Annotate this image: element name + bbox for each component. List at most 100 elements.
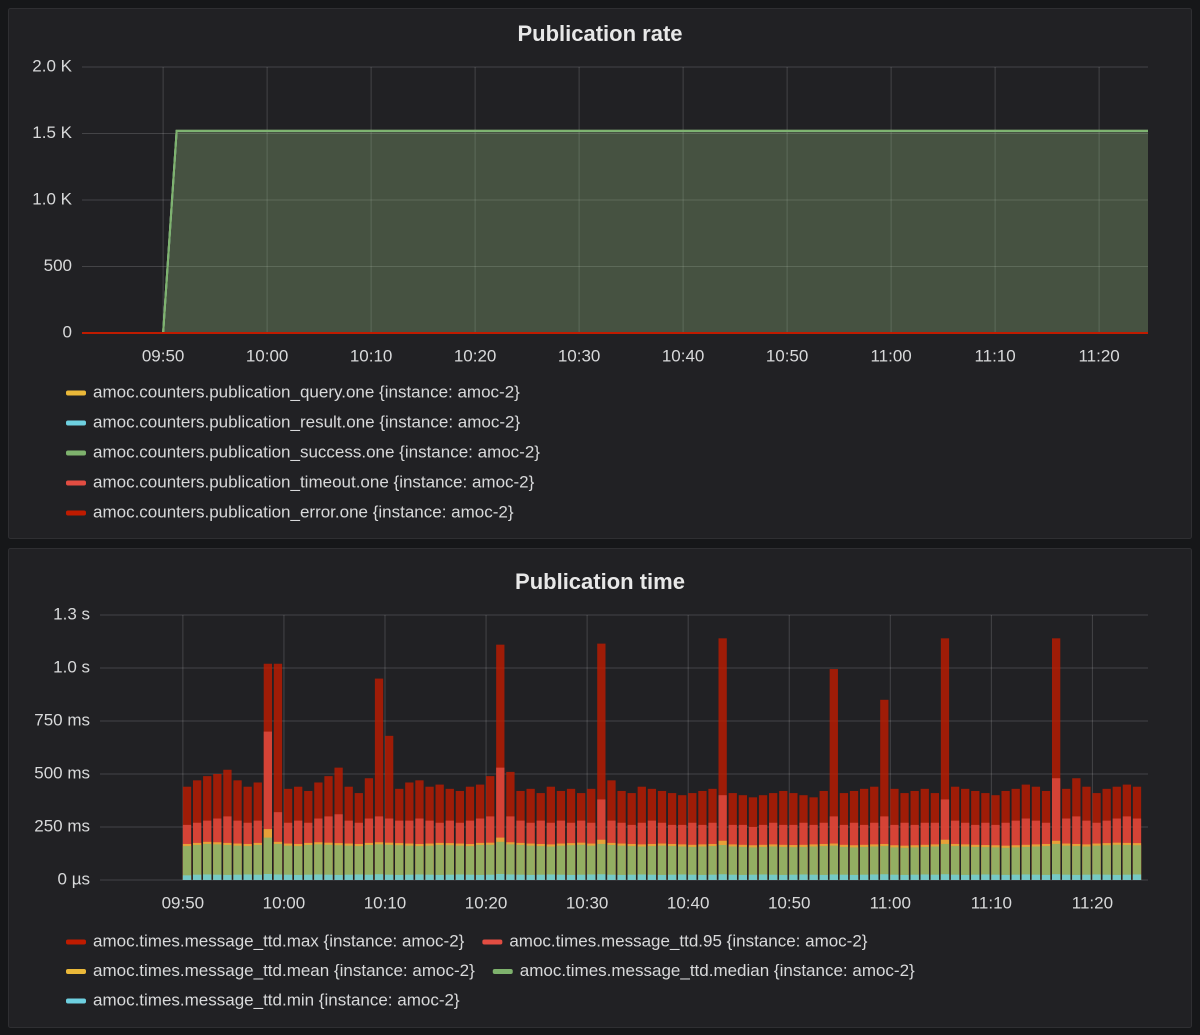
x-tick-label: 10:20	[454, 346, 497, 365]
legend-swatch	[66, 480, 86, 486]
bar	[374, 844, 384, 880]
bar	[667, 846, 677, 880]
legend-label: amoc.times.message_ttd.mean {instance: a…	[93, 961, 475, 980]
bar	[637, 846, 646, 880]
bar	[395, 874, 404, 880]
y-tick-label: 1.3 s	[53, 604, 90, 623]
bar	[900, 874, 909, 880]
bar	[253, 874, 262, 880]
bar	[708, 874, 717, 880]
legend-swatch	[66, 420, 86, 426]
bar	[344, 874, 353, 880]
bar	[627, 874, 636, 880]
bar	[667, 874, 677, 880]
bar	[587, 845, 596, 880]
bar	[708, 846, 717, 880]
bar	[961, 846, 970, 880]
bar	[465, 874, 475, 880]
bar	[738, 874, 747, 880]
bar	[324, 844, 333, 880]
bar	[384, 735, 394, 880]
bar	[799, 846, 808, 880]
bar	[577, 874, 586, 880]
bar	[880, 699, 889, 880]
bar	[1041, 846, 1051, 880]
bar	[859, 874, 869, 880]
bar	[779, 846, 788, 880]
legend-swatch	[66, 969, 86, 974]
bar	[1001, 847, 1010, 880]
bar	[940, 638, 950, 880]
bar	[516, 874, 525, 880]
bar	[880, 874, 889, 880]
bar	[819, 874, 828, 880]
x-tick-label: 10:30	[566, 893, 609, 912]
bar	[334, 874, 343, 880]
bar	[647, 846, 657, 880]
bar	[243, 846, 252, 880]
x-tick-label: 10:30	[558, 346, 601, 365]
bar	[920, 846, 929, 880]
bar	[455, 874, 465, 880]
y-tick-label: 750 ms	[34, 710, 90, 729]
area-fill	[82, 130, 1148, 333]
bar	[556, 845, 566, 880]
bar	[910, 847, 919, 880]
bar	[273, 874, 283, 880]
x-tick-label: 10:40	[667, 893, 710, 912]
y-tick-label: 1.5 K	[32, 123, 72, 142]
legend-label: amoc.counters.publication_timeout.one {i…	[93, 472, 535, 491]
bar	[809, 846, 818, 880]
bar	[344, 845, 353, 880]
bar	[940, 843, 950, 880]
bar	[1122, 845, 1132, 880]
bar	[920, 874, 929, 880]
bar	[1051, 843, 1061, 880]
bar	[536, 874, 545, 880]
legend-label: amoc.counters.publication_success.one {i…	[93, 442, 540, 461]
bar	[728, 846, 737, 880]
bar	[1102, 874, 1111, 880]
bar	[647, 874, 657, 880]
x-tick-label: 10:10	[364, 893, 407, 912]
bar	[405, 845, 414, 880]
bar	[1001, 874, 1010, 880]
legend-label: amoc.counters.publication_result.one {in…	[93, 412, 520, 431]
bar	[556, 874, 566, 880]
bar	[829, 874, 838, 880]
bar	[849, 874, 859, 880]
panel	[8, 8, 1192, 539]
bar	[354, 874, 363, 880]
bar	[961, 874, 970, 880]
bar	[718, 795, 727, 880]
bar	[1112, 844, 1121, 880]
bar	[829, 669, 838, 880]
bar	[182, 846, 192, 880]
x-tick-label: 09:50	[142, 346, 185, 365]
y-tick-label: 250 ms	[34, 816, 90, 835]
x-tick-label: 10:40	[662, 346, 705, 365]
bar	[213, 844, 222, 880]
bar	[354, 846, 363, 880]
bar	[536, 846, 545, 880]
bar	[395, 845, 404, 880]
bar	[263, 837, 273, 880]
bar	[283, 845, 293, 880]
bar	[253, 845, 262, 880]
bar	[1051, 874, 1061, 880]
bar	[799, 874, 808, 880]
bar	[870, 874, 879, 880]
bar	[1092, 845, 1101, 880]
bar	[526, 845, 535, 880]
bar	[294, 874, 303, 880]
bar	[273, 663, 283, 880]
x-tick-label: 11:10	[971, 893, 1012, 912]
area-fill	[82, 130, 1148, 333]
bar	[304, 845, 313, 880]
bar	[1051, 638, 1061, 880]
bar	[192, 874, 202, 880]
bar	[657, 845, 667, 880]
bar	[425, 874, 434, 880]
bar	[728, 874, 737, 880]
bar	[748, 874, 758, 880]
